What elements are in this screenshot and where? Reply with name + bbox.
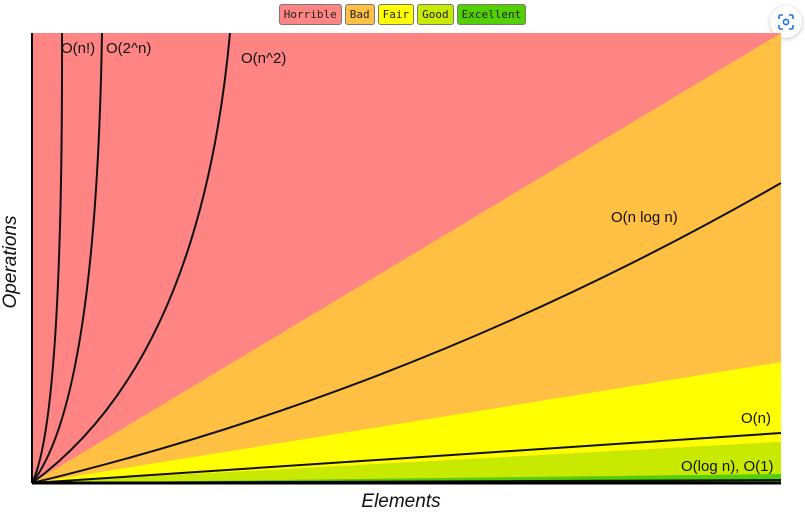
- legend-excellent[interactable]: Excellent: [456, 4, 527, 25]
- label-n-log-n: O(n log n): [611, 209, 678, 226]
- label-logarithmic: O(log n), O(1): [681, 458, 774, 475]
- y-axis-title: Operations: [0, 215, 21, 308]
- lens-scan-icon: [778, 14, 794, 30]
- legend-good[interactable]: Good: [417, 4, 454, 25]
- legend-bad[interactable]: Bad: [344, 4, 375, 25]
- plot-area: [31, 32, 782, 485]
- legend-horrible[interactable]: Horrible: [278, 4, 342, 25]
- region-bad: [32, 33, 781, 483]
- curve-linear: [31, 432, 782, 484]
- curve-n-log-n: [31, 182, 782, 484]
- legend-fair[interactable]: Fair: [377, 4, 415, 25]
- curve-factorial: [31, 32, 64, 484]
- region-good: [32, 442, 781, 483]
- label-linear: O(n): [741, 410, 771, 427]
- x-axis-title: Elements: [361, 491, 441, 512]
- label-quadratic: O(n^2): [241, 50, 286, 67]
- region-fair: [32, 362, 781, 483]
- label-exponential: O(2^n): [106, 40, 151, 57]
- visual-search-button[interactable]: [770, 6, 802, 38]
- chart-legend: Horrible Bad Fair Good Excellent: [0, 4, 805, 25]
- label-factorial: O(n!): [61, 40, 95, 57]
- curve-exponential: [31, 32, 103, 484]
- curve-quadratic: [31, 32, 231, 484]
